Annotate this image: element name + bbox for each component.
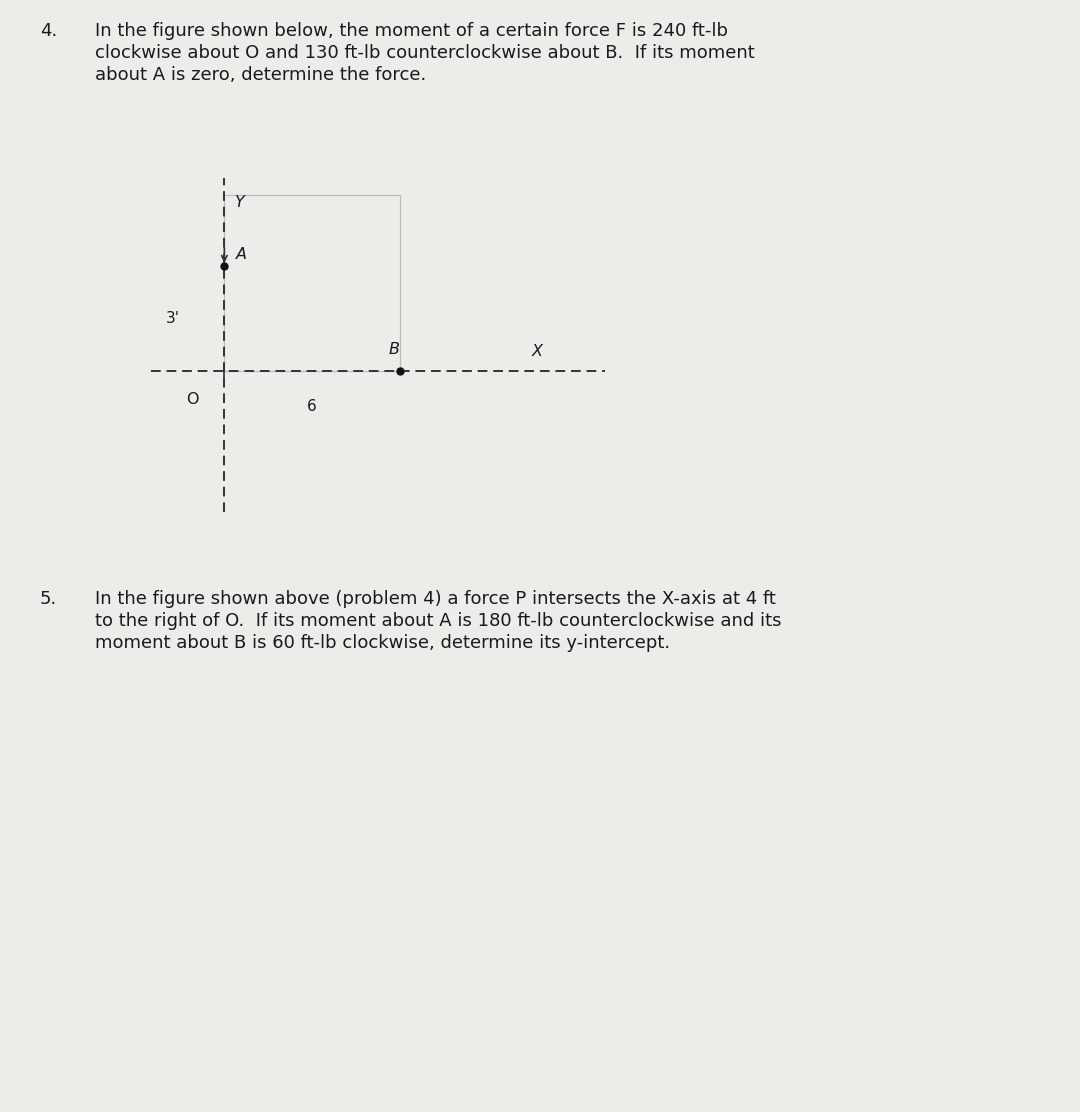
Text: B: B xyxy=(388,342,400,357)
Text: A: A xyxy=(237,247,247,262)
Text: O: O xyxy=(187,393,199,407)
Text: Y: Y xyxy=(234,196,244,210)
Text: 4.: 4. xyxy=(40,22,57,40)
Text: to the right of O.  If its moment about A is 180 ft-lb counterclockwise and its: to the right of O. If its moment about A… xyxy=(95,612,782,631)
Text: moment about B is 60 ft-lb clockwise, determine its y-intercept.: moment about B is 60 ft-lb clockwise, de… xyxy=(95,634,670,652)
Text: 3': 3' xyxy=(166,311,180,326)
Text: In the figure shown above (problem 4) a force P intersects the X-axis at 4 ft: In the figure shown above (problem 4) a … xyxy=(95,590,775,608)
Text: In the figure shown below, the moment of a certain force F is 240 ft-lb: In the figure shown below, the moment of… xyxy=(95,22,728,40)
Text: about A is zero, determine the force.: about A is zero, determine the force. xyxy=(95,66,427,85)
Text: clockwise about O and 130 ft-lb counterclockwise about B.  If its moment: clockwise about O and 130 ft-lb counterc… xyxy=(95,44,755,62)
Text: 6: 6 xyxy=(308,399,318,414)
Text: 5.: 5. xyxy=(40,590,57,608)
Text: X: X xyxy=(531,344,542,359)
